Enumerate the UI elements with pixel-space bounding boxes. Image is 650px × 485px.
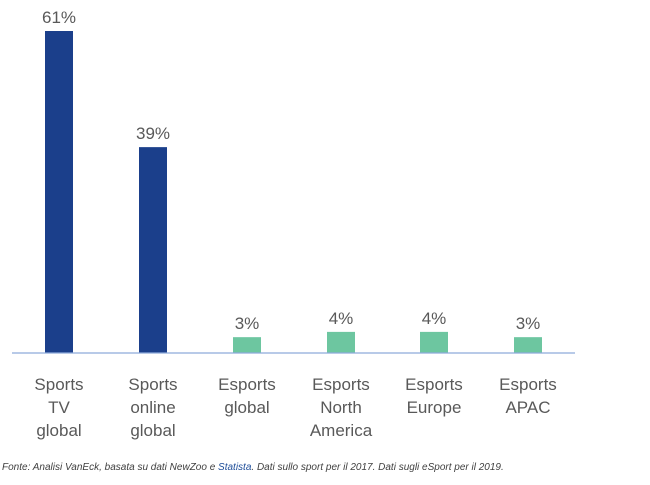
value-label-2: 3% (235, 314, 260, 333)
category-label-1: Sports online global (128, 375, 177, 440)
category-label-2: Esports global (218, 375, 276, 417)
source-prefix: Fonte: Analisi VanEck, basata su dati Ne… (2, 462, 219, 473)
category-label-5: Esports APAC (499, 375, 557, 417)
value-label-1: 39% (136, 124, 170, 143)
category-label-4: Esports Europe (405, 375, 463, 417)
bar-3 (327, 331, 355, 353)
bar-5 (514, 337, 542, 353)
category-label-3: Esports North America (310, 375, 373, 440)
value-label-0: 61% (42, 8, 76, 27)
category-label-0: Sports TV global (34, 375, 83, 440)
source-suffix: . Dati sullo sport per il 2017. Dati sug… (251, 462, 504, 473)
value-label-4: 4% (422, 309, 447, 328)
source-link-statista[interactable]: Statista (218, 462, 252, 473)
value-label-3: 4% (329, 309, 354, 328)
bar-0 (45, 31, 73, 353)
bar-4 (420, 331, 448, 353)
bar-1 (139, 147, 167, 353)
value-label-5: 3% (516, 314, 541, 333)
source-note: Fonte: Analisi VanEck, basata su dati Ne… (2, 462, 642, 473)
bar-chart: 61% 39% 3% 4% 4% 3% Sports TV global Sports onlin… (12, 8, 575, 440)
bars-group (45, 31, 542, 353)
bar-2 (233, 337, 261, 353)
category-labels-group: Sports TV global Sports online global Esports g… (34, 375, 556, 440)
value-labels-group: 61% 39% 3% 4% 4% 3% (42, 8, 540, 333)
